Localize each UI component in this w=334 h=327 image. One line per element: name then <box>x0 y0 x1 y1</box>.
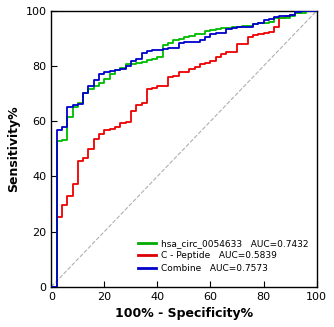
Y-axis label: Sensitivity%: Sensitivity% <box>7 106 20 192</box>
Legend: hsa_circ_0054633   AUC=0.7432, C - Peptide   AUC=0.5839, Combine   AUC=0.7573: hsa_circ_0054633 AUC=0.7432, C - Peptide… <box>135 235 312 277</box>
X-axis label: 100% - Specificity%: 100% - Specificity% <box>115 307 253 320</box>
